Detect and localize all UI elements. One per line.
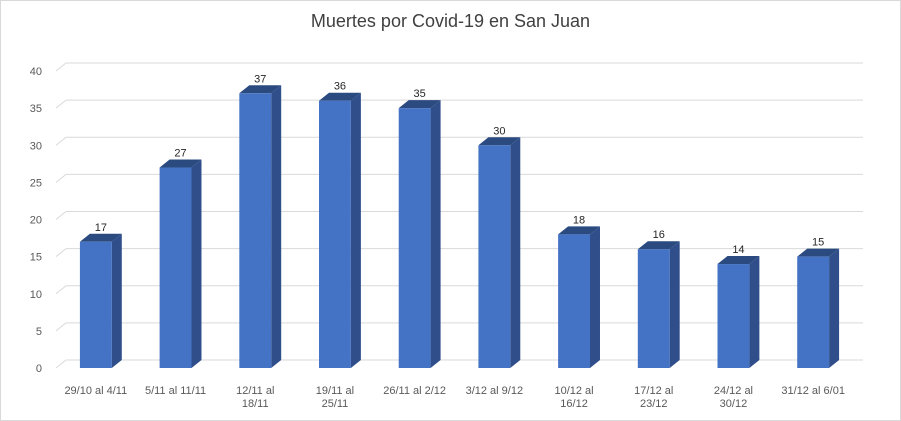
bar-side [829, 248, 840, 368]
y-tick-label: 30 [30, 140, 42, 152]
gridline-diag [55, 322, 67, 332]
y-tick-label: 5 [36, 326, 42, 338]
x-tick-label: 19/11 al [316, 385, 354, 397]
bar-top [159, 159, 202, 168]
x-tick-label: 12/11 al [236, 385, 274, 397]
bar-top [319, 92, 361, 101]
x-tick-label: 18/11 [242, 398, 269, 410]
bar [717, 264, 750, 368]
bar-side [191, 159, 202, 368]
bar-top [797, 248, 840, 257]
bar-top [239, 85, 282, 94]
x-tick-label: 3/12 al 9/12 [466, 385, 524, 397]
chart-title: Muertes por Covid-19 en San Juan [310, 11, 591, 31]
x-tick-label: 30/12 [720, 398, 748, 410]
bar [239, 93, 272, 369]
x-tick-label: 5/11 al 11/11 [145, 385, 206, 397]
bar-top [558, 226, 600, 235]
data-label: 27 [174, 148, 186, 160]
bar-side [749, 256, 760, 368]
data-label: 16 [653, 229, 665, 241]
x-tick-label: 26/11 al 2/12 [383, 385, 446, 397]
bar-side [669, 241, 680, 368]
bar-top [398, 100, 441, 109]
gridline-diag [55, 136, 67, 146]
gridline-diag [55, 62, 67, 72]
bar-side [111, 233, 122, 368]
data-label: 15 [812, 237, 824, 249]
bar-top [478, 137, 521, 146]
gridline-diag [55, 285, 67, 295]
gridline-diag [55, 248, 67, 258]
x-tick-label: 24/12 al [714, 385, 753, 397]
bar [319, 100, 351, 368]
data-label: 36 [334, 81, 346, 93]
bar-side [589, 226, 600, 368]
bar-side [510, 137, 521, 368]
data-label: 30 [493, 125, 505, 137]
data-label: 17 [95, 222, 107, 234]
data-label: 35 [414, 88, 426, 100]
gridline-diag [55, 173, 67, 183]
y-tick-label: 35 [30, 103, 42, 115]
x-tick-label: 29/10 al 4/11 [64, 385, 127, 397]
bar [478, 145, 511, 368]
y-tick-label: 10 [30, 289, 42, 301]
bar [558, 234, 590, 368]
bar-side [430, 100, 441, 368]
bar [159, 167, 192, 368]
bar [398, 108, 431, 368]
x-tick-label: 23/12 [640, 398, 668, 410]
bar [637, 249, 670, 368]
y-tick-label: 15 [30, 252, 42, 264]
bar-top [717, 256, 760, 265]
bar-side [271, 85, 282, 369]
data-label: 37 [254, 73, 266, 85]
x-tick-label: 10/12 al [554, 385, 593, 397]
x-tick-label: 17/12 al [634, 385, 673, 397]
y-tick-label: 20 [30, 215, 42, 227]
bar [79, 241, 112, 368]
y-tick-label: 40 [30, 66, 42, 78]
data-label: 14 [732, 244, 744, 256]
bar-top [637, 241, 680, 250]
bar-side [350, 92, 361, 368]
x-tick-label: 31/12 al 6/01 [781, 385, 845, 397]
gridline-diag [55, 359, 67, 369]
y-tick-label: 25 [30, 177, 42, 189]
data-label: 18 [573, 214, 585, 226]
x-tick-label: 25/11 [322, 398, 349, 410]
y-tick-label: 0 [36, 363, 42, 375]
x-tick-label: 16/12 [560, 398, 588, 410]
bar [797, 256, 830, 368]
gridline-diag [55, 99, 67, 109]
gridline-diag [55, 211, 67, 220]
bar-top [79, 233, 122, 242]
